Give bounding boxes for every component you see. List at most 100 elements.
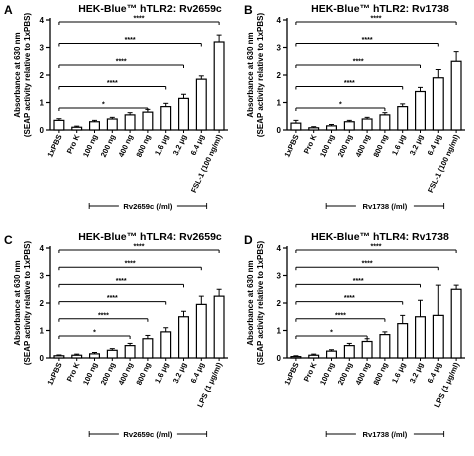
y-axis-label-line1: Absorbance at 630 nm [13, 32, 22, 117]
bar [89, 353, 100, 359]
chart-title: HEK-Blue™ hTLR2: Rv1738 [311, 3, 449, 15]
x-tick-label: 100 ng [81, 361, 99, 387]
significance-label: **** [371, 244, 382, 251]
group-label: Rv1738 (/ml) [363, 202, 408, 211]
x-tick-label: 200 ng [99, 361, 117, 387]
significance-label: **** [134, 244, 145, 251]
chart-panel-1: A HEK-Blue™ hTLR2: Rv2659c Absorbance at 6… [4, 3, 228, 211]
y-axis-label-line1: Absorbance at 630 nm [246, 260, 255, 345]
x-tick-label: 100 ng [318, 361, 336, 387]
group-label: Rv2659c (/ml) [123, 202, 172, 211]
x-tick-label: 1xPBS [45, 133, 63, 159]
bar [415, 90, 426, 131]
x-tick-label: 1.6 μg [153, 361, 171, 385]
bar [450, 288, 462, 359]
bar [53, 355, 65, 359]
y-tick-label: 1 [277, 327, 282, 336]
chart-title: HEK-Blue™ hTLR2: Rv2659c [78, 3, 222, 15]
x-tick-label: Pro K [302, 133, 319, 156]
significance-label: **** [107, 295, 118, 302]
group-label: Rv2659c (/ml) [123, 430, 172, 439]
significance-label: **** [125, 37, 136, 44]
x-tick-label: 200 ng [99, 133, 117, 159]
panel-letter: C [4, 233, 13, 247]
bar [106, 118, 118, 131]
x-tick-label: 400 ng [117, 133, 135, 159]
panel-letter: A [4, 3, 13, 17]
y-tick-label: 3 [277, 272, 282, 281]
bar [397, 106, 409, 131]
bar [379, 334, 391, 359]
bar [415, 316, 426, 359]
bar [450, 60, 462, 131]
x-tick-label: Pro K [65, 361, 82, 384]
bar [290, 356, 302, 359]
bar [195, 78, 207, 131]
bar [53, 119, 65, 131]
significance-label: **** [362, 37, 373, 44]
x-tick-label: 400 ng [354, 361, 372, 387]
x-tick-label: 1.6 μg [153, 133, 171, 157]
y-tick-label: 4 [40, 244, 45, 253]
x-tick-label: 800 ng [134, 361, 152, 387]
x-tick-label: 400 ng [354, 133, 372, 159]
significance-label: * [339, 102, 342, 109]
x-tick-label: 1xPBS [282, 133, 300, 159]
y-tick-label: 4 [277, 16, 282, 25]
y-tick-label: 3 [40, 44, 45, 53]
bar [178, 97, 189, 131]
significance-label: **** [98, 312, 109, 319]
y-tick-label: 1 [277, 99, 282, 108]
x-tick-label: Pro K [302, 361, 319, 384]
x-tick-label: 6.4 μg [189, 361, 207, 385]
bar [361, 340, 373, 359]
group-label-backdrop [355, 200, 414, 211]
y-tick-label: 2 [277, 299, 282, 308]
x-tick-label: 1.6 μg [390, 133, 408, 157]
y-tick-label: 2 [40, 299, 45, 308]
bar [160, 106, 172, 131]
x-tick-label: 6.4 μg [426, 133, 444, 157]
y-tick-label: 0 [277, 354, 282, 363]
bar [343, 345, 355, 359]
y-axis-label-line2: (SEAP activity relative to 1xPBS) [23, 240, 32, 365]
x-tick-label: Pro K [65, 133, 82, 156]
y-tick-label: 1 [40, 99, 45, 108]
bar [160, 331, 172, 359]
bar [213, 41, 225, 131]
y-tick-label: 2 [277, 71, 282, 80]
chart-panel-3: C HEK-Blue™ hTLR4: Rv2659c Absorbance at 6… [4, 231, 228, 439]
significance-label: **** [362, 261, 373, 268]
bar [106, 349, 118, 359]
bar [142, 111, 154, 131]
significance-label: **** [335, 312, 346, 319]
y-tick-label: 3 [277, 44, 282, 53]
panel-letter: D [244, 233, 253, 247]
significance-label: * [93, 330, 96, 337]
x-tick-label: 6.4 μg [426, 361, 444, 385]
x-tick-label: 200 ng [336, 133, 354, 159]
significance-label: * [102, 102, 105, 109]
panel-letter: B [244, 3, 253, 17]
group-label: Rv1738 (/ml) [363, 430, 408, 439]
x-tick-label: 3.2 μg [171, 133, 189, 157]
bar [124, 114, 136, 131]
bar [326, 350, 337, 359]
bar [71, 126, 83, 131]
x-tick-label: 800 ng [371, 361, 389, 387]
significance-label: **** [344, 80, 355, 87]
x-tick-label: 800 ng [371, 133, 389, 159]
significance-label: **** [353, 59, 364, 66]
significance-label: **** [116, 59, 127, 66]
significance-label: **** [125, 261, 136, 268]
y-tick-label: 0 [40, 126, 45, 135]
y-tick-label: 2 [40, 71, 45, 80]
y-tick-label: 3 [40, 272, 45, 281]
significance-label: **** [116, 278, 127, 285]
x-tick-label: 100 ng [81, 133, 99, 159]
group-label-backdrop [118, 200, 177, 211]
significance-label: **** [134, 16, 145, 23]
bar [89, 121, 100, 131]
bar [195, 303, 207, 359]
bar [432, 77, 444, 131]
